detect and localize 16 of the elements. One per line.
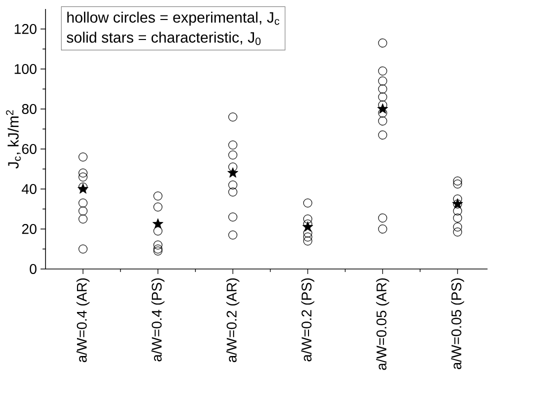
x-tick-label: a/W=0.4 (AR): [76, 278, 90, 362]
x-tick-label: a/W=0.2 (PS): [301, 278, 314, 362]
annotation: solid stars = characteristic, J$_{0}$: [66, 32, 261, 46]
y-tick-label: 100: [14, 64, 36, 74]
x-tick-label: a/W=0.2 (AR): [226, 278, 240, 362]
y-tick-label: 40: [22, 184, 36, 194]
y-tick-label: 0: [30, 264, 36, 274]
y-tick-label: 20: [22, 224, 36, 234]
y-axis-title: J$_{c}$, kJ/m$^{2}$: [6, 110, 21, 169]
y-tick-label: 60: [22, 144, 36, 154]
annotation: hollow circles = experimental, J$_{c}$: [67, 12, 280, 26]
x-tick-label: a/W=0.4 (PS): [151, 278, 164, 362]
x-tick-label: a/W=0.05 (AR): [376, 278, 390, 370]
y-tick-label: 80: [22, 104, 36, 114]
x-tick-label: a/W=0.05 (PS): [451, 278, 464, 370]
y-tick-label: 120: [14, 24, 36, 34]
